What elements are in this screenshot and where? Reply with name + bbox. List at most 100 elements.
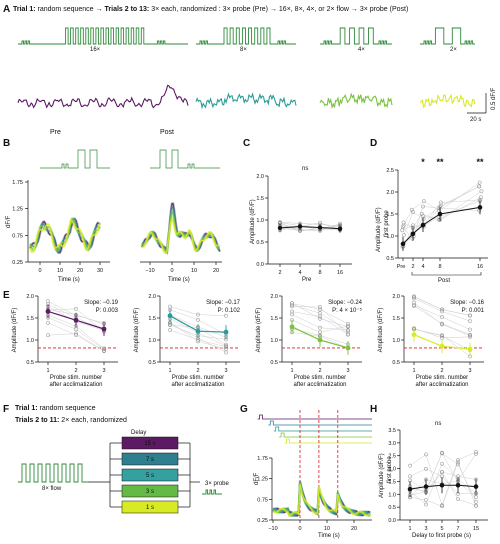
stim-trace-4x (320, 27, 392, 45)
e-individual-point (468, 319, 472, 324)
stim-trace-2x (420, 27, 475, 45)
e-individual-point (440, 333, 444, 338)
d-individual-point (410, 236, 415, 241)
e-individual-point (102, 346, 106, 351)
e-p-label: P: 0.001 (462, 308, 485, 314)
b-post-mean (141, 206, 220, 254)
d-individual-point (411, 210, 415, 215)
h-ytick-label: 3.5 (388, 428, 396, 434)
e-mean-point (289, 324, 295, 330)
f-probe-stimulus (202, 489, 222, 495)
g-stimulus-trace (257, 414, 372, 420)
panel-h-plot: 3.5 3.0 2.5 2.0 1.5 1.0 0.5 0.0 1 3 5 7 15 (388, 428, 488, 532)
e-individual-point (346, 332, 350, 337)
e-individual-point (468, 327, 472, 332)
e-xtick-label: 2 (318, 368, 321, 374)
h-individual-point (440, 450, 444, 455)
b-post-mean (141, 203, 221, 252)
a-scale-x-label: 20 s (470, 117, 481, 123)
e-subplot-3: 2.0 1.5 1.0 0.5 1 2 3 Slope: −0.24P: 4 × 10⁻⁵ Pr… (256, 294, 363, 388)
e-individual-point (318, 305, 322, 309)
e-individual-line (413, 328, 471, 339)
h-mean-point (455, 482, 461, 488)
c-ytick-label: 0.5 (256, 240, 264, 246)
b-post-mean (141, 218, 221, 254)
label-8x: 8× (240, 47, 247, 53)
panel-a-header: Trial 1: random sequence → Trials 2 to 13… (13, 6, 408, 13)
b-y-label: dF/F (6, 215, 12, 228)
c-ns: ns (302, 166, 308, 172)
b-ytick-label: 1.75 (12, 180, 23, 186)
h-individual-line (409, 452, 477, 498)
f-flow-stimulus (18, 463, 88, 483)
h-individual-point (424, 502, 428, 507)
h-individual-point (424, 466, 428, 471)
f-trial2: Trials 2 to 11: 2× each, randomized (15, 417, 127, 424)
e-individual-point (468, 333, 472, 338)
h-xtick-label: 3 (424, 526, 427, 532)
h-individual-point (440, 461, 444, 466)
h-individual-point (474, 499, 478, 504)
panel-b-letter: B (3, 138, 10, 149)
b-post-title: Post (160, 129, 174, 136)
b-pre-xtick-label: 30 (97, 268, 103, 274)
e-ytick-label: 1.5 (26, 316, 34, 322)
h-individual-point (424, 452, 428, 457)
h-xtick-label: 1 (408, 526, 411, 532)
e-mean-point (439, 343, 445, 349)
d-xtick-label: 8 (438, 264, 441, 270)
h-ns: ns (435, 421, 441, 427)
b-post-x-label: Time (s) (168, 277, 190, 283)
e-xtick-label: 2 (74, 368, 77, 374)
e-individual-point (224, 313, 228, 318)
e-ytick-label: 2.0 (270, 294, 278, 300)
e-ytick-label: 0.5 (26, 360, 34, 366)
e-slope-label: Slope: −0.19 (84, 300, 119, 306)
c-xtick-label: 8 (318, 270, 321, 276)
e-xtick-label: 1 (412, 368, 415, 374)
e-slope-label: Slope: −0.16 (450, 300, 485, 306)
e-individual-point (290, 312, 294, 317)
e-x-label-2: after acclimatization (171, 382, 224, 388)
b-pre-title: Pre (50, 129, 61, 136)
f-delay-box (121, 500, 179, 514)
panel-c-letter: C (243, 138, 250, 149)
d-ytick-label: 1.0 (386, 234, 394, 240)
d-mean-point (400, 241, 406, 247)
e-x-label-2: after acclimatization (293, 382, 346, 388)
g-ytick-label: 0.25 (257, 518, 268, 524)
b-post-xtick-label: 20 (213, 268, 219, 274)
d-star: * (421, 157, 425, 167)
e-subplot-2: 2.0 1.5 1.0 0.5 1 2 3 Slope: −0.17 P: 0.102 Probe… (134, 294, 241, 388)
d-y-label-2: first probe (384, 210, 390, 237)
h-xtick-label: 7 (456, 526, 459, 532)
h-xtick-label: 5 (440, 526, 443, 532)
e-subplot-4: 2.0 1.5 1.0 0.5 1 2 3 Slope: −0.16 P: 0.001 Probe… (378, 294, 485, 388)
h-ytick-label: 2.0 (388, 467, 396, 473)
e-xtick-label: 3 (102, 368, 105, 374)
e-individual-point (412, 300, 416, 305)
h-individual-line (409, 451, 477, 506)
h-xtick-label: 15 (473, 526, 479, 532)
e-mean-point (411, 332, 417, 338)
g-ytick-label: 1.25 (257, 477, 268, 483)
f-probe-label: 3× probe (205, 481, 230, 487)
e-xtick-label: 3 (224, 368, 227, 374)
e-y-label: Amplitude (dF/F) (12, 308, 18, 353)
e-individual-line (413, 302, 471, 336)
e-individual-point (412, 296, 416, 301)
h-individual-line (409, 463, 477, 505)
e-ytick-label: 1.0 (148, 338, 156, 344)
e-individual-point (346, 321, 350, 326)
c-xtick-label: 2 (278, 270, 281, 276)
g-y-label: dF/F (254, 472, 260, 485)
panel-d-letter: D (370, 138, 377, 149)
h-individual-point (456, 497, 460, 502)
e-mean-point (73, 317, 79, 323)
e-individual-line (169, 306, 227, 316)
c-individual-line (279, 221, 341, 227)
h-mean-point (423, 484, 429, 489)
d-x-group-label: Post (438, 278, 450, 284)
e-individual-point (318, 325, 322, 330)
